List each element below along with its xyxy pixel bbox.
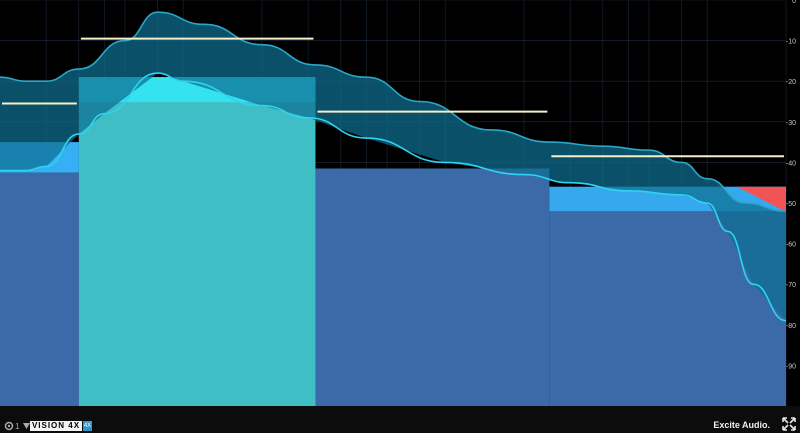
y-tick-label: -50 [786,201,796,208]
band-bar [0,172,79,406]
bottom-toolbar [0,406,800,433]
play-triangle-icon[interactable] [21,420,33,432]
y-tick-label: -30 [786,120,796,127]
average-curve [0,72,787,322]
y-tick-label: -70 [786,282,796,289]
clip-warning [736,186,786,212]
vision-logo: VISION 4X [30,421,82,431]
curve-layer [0,11,787,322]
y-tick-label: 0 [792,0,796,5]
brand-label: Excite Audio. [713,420,770,430]
y-axis-labels: 0 -10 -20 -30 -40 -50 -60 -70 -80 -90 [786,0,796,370]
gear-icon[interactable] [3,420,15,432]
max-curve [0,11,787,212]
y-tick-label: -90 [786,363,796,370]
band-bar [315,168,550,406]
band-bar-highlighted [78,77,316,406]
band-bars [0,77,786,406]
target-lines [2,37,784,158]
y-tick-label: -10 [786,39,796,46]
y-tick-label: -40 [786,160,796,167]
channel-number[interactable]: 1 [15,422,20,431]
version-badge: 4X [83,421,92,431]
y-tick-label: -20 [786,79,796,86]
y-tick-label: -80 [786,323,796,330]
y-tick-label: -60 [786,242,796,249]
expand-arrows-icon[interactable] [782,417,796,431]
spectrum-range-area [0,12,786,321]
